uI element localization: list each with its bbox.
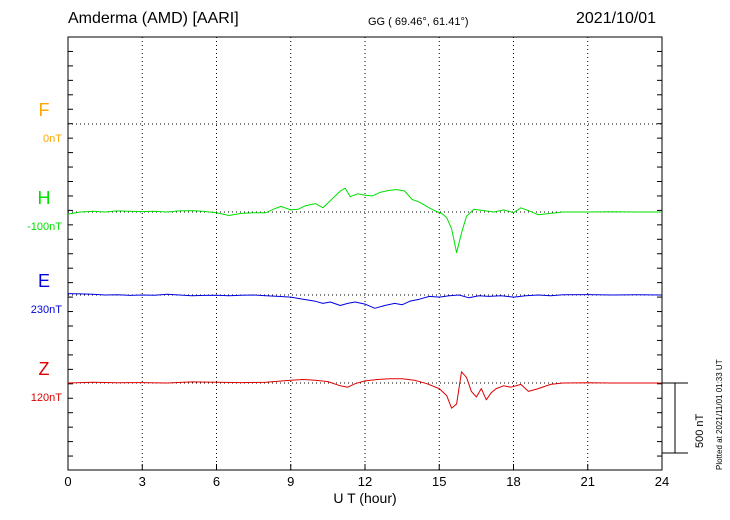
series-line-z	[67, 371, 662, 409]
series-name-h: H	[38, 188, 51, 208]
plotted-timestamp: Plotted at 2021/11/01 01:33 UT	[715, 359, 724, 470]
series-name-f: F	[39, 100, 50, 120]
x-tick-label: 12	[358, 474, 372, 489]
x-tick-label: 6	[213, 474, 220, 489]
series-baseline-e: 230nT	[31, 304, 62, 316]
x-tick-label: 3	[139, 474, 146, 489]
series-baseline-z: 120nT	[31, 392, 62, 404]
x-tick-label: 0	[64, 474, 71, 489]
x-tick-label: 9	[287, 474, 294, 489]
station-coordinates: GG ( 69.46°, 61.41°)	[368, 16, 469, 28]
scale-bar-label: 500 nT	[694, 413, 706, 448]
x-axis-label: U T (hour)	[333, 490, 397, 506]
x-tick-label: 15	[432, 474, 446, 489]
series-baseline-h: -100nT	[27, 221, 62, 233]
x-tick-label: 24	[655, 474, 669, 489]
series-baseline-f: 0nT	[43, 133, 62, 145]
series-name-z: Z	[39, 359, 50, 379]
x-tick-label: 18	[506, 474, 520, 489]
x-tick-label: 21	[581, 474, 595, 489]
chart-date: 2021/10/01	[576, 10, 657, 27]
station-title: Amderma (AMD) [AARI]	[68, 10, 239, 27]
series-name-e: E	[38, 271, 50, 291]
series-line-e	[67, 293, 663, 309]
series-line-h	[67, 187, 662, 254]
